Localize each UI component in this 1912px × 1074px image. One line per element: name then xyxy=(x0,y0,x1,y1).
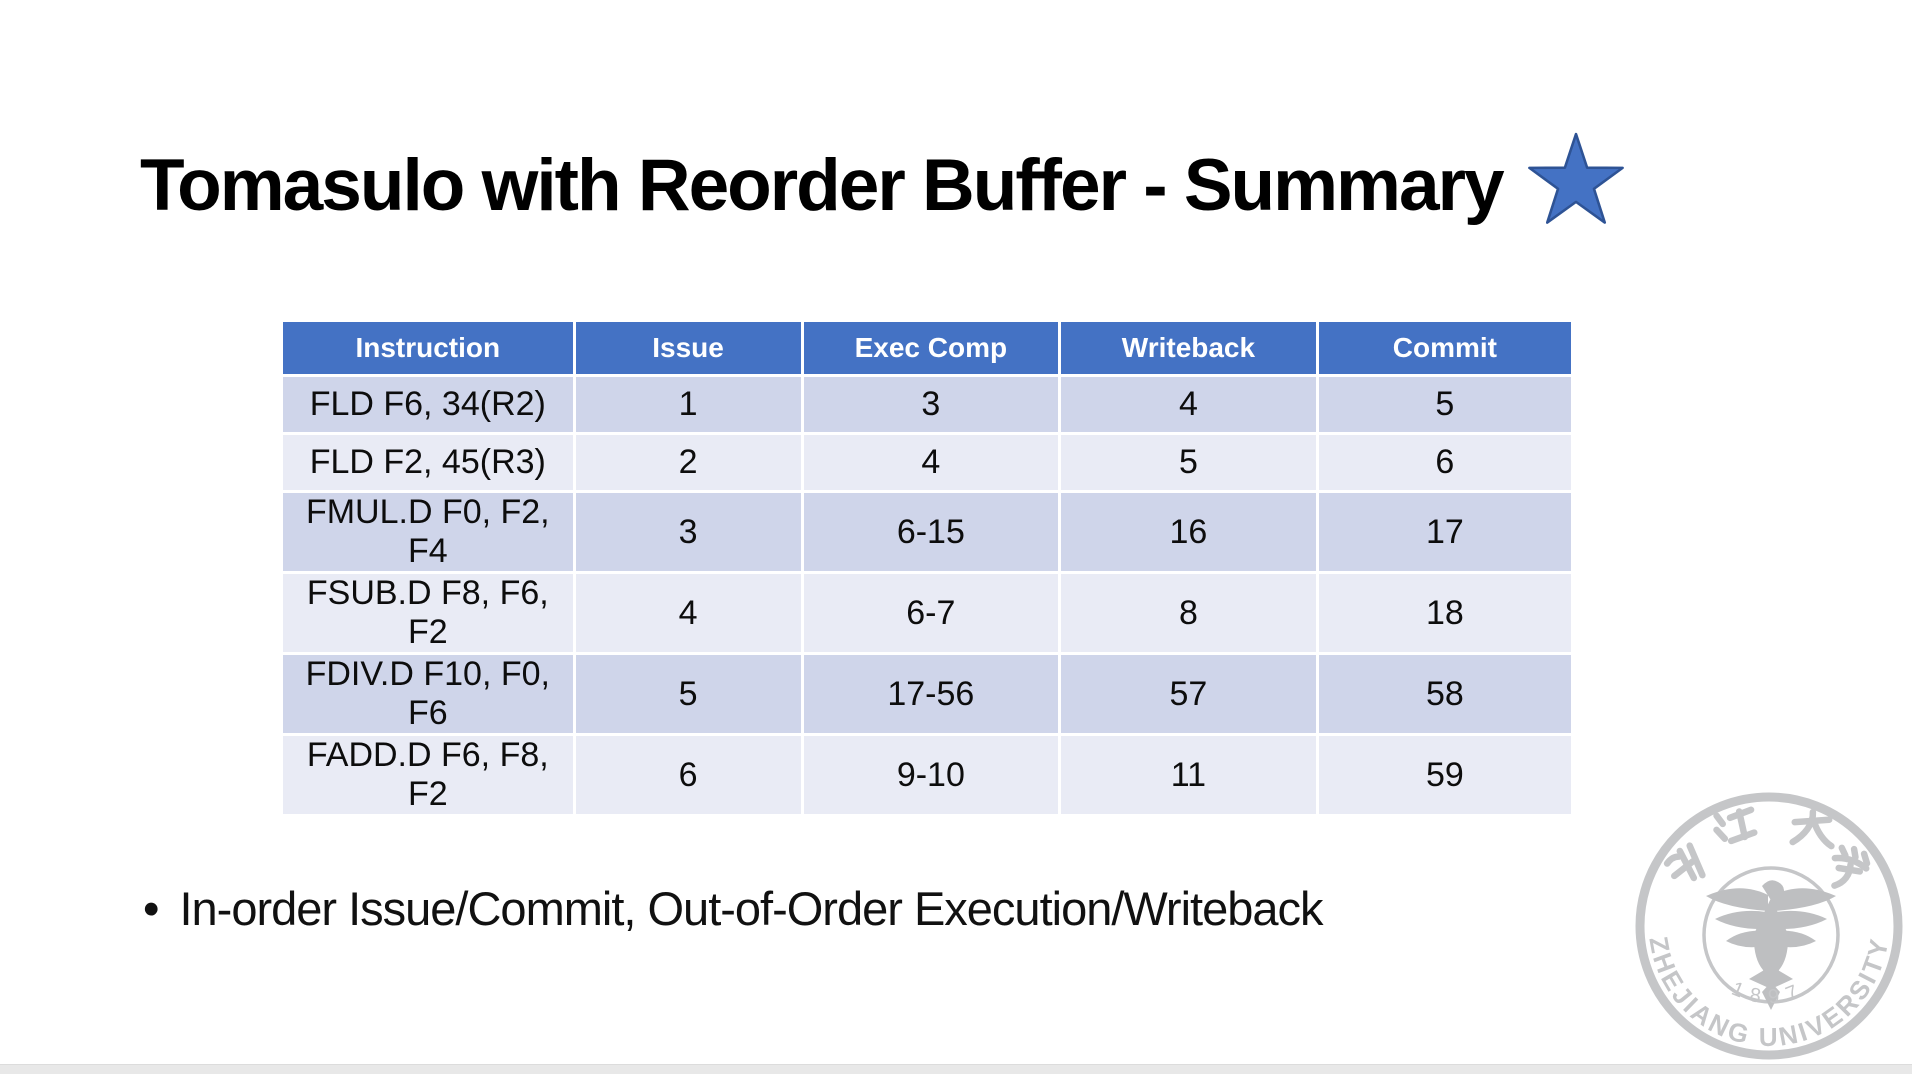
cell-writeback: 5 xyxy=(1058,432,1319,493)
bullet-marker: • xyxy=(143,882,160,935)
cell-instruction: FMUL.D F0, F2, F4 xyxy=(283,490,576,574)
cell-instruction: FLD F2, 45(R3) xyxy=(283,432,576,493)
cell-exec-comp: 4 xyxy=(800,432,1062,493)
summary-table-container: Instruction Issue Exec Comp Writeback Co… xyxy=(283,322,1571,814)
table-row: FADD.D F6, F8, F2 6 9-10 11 59 xyxy=(283,733,1571,814)
cell-instruction: FSUB.D F8, F6, F2 xyxy=(283,571,576,655)
cell-commit: 5 xyxy=(1315,374,1571,435)
cell-commit: 58 xyxy=(1315,652,1571,736)
cell-commit: 18 xyxy=(1315,571,1571,655)
cell-exec-comp: 6-7 xyxy=(800,571,1062,655)
cell-writeback: 57 xyxy=(1058,652,1319,736)
cell-issue: 5 xyxy=(572,652,804,736)
cell-commit: 6 xyxy=(1315,432,1571,493)
cell-writeback: 8 xyxy=(1058,571,1319,655)
title-row: Tomasulo with Reorder Buffer - Summary xyxy=(140,132,1627,234)
column-header-exec-comp: Exec Comp xyxy=(800,322,1062,377)
cell-instruction: FLD F6, 34(R2) xyxy=(283,374,576,435)
bullet-line: • In-order Issue/Commit, Out-of-Order Ex… xyxy=(143,882,1324,936)
cell-issue: 2 xyxy=(572,432,804,493)
eagle-icon xyxy=(1706,880,1836,1010)
cell-issue: 1 xyxy=(572,374,804,435)
cell-commit: 59 xyxy=(1315,733,1571,814)
cell-issue: 3 xyxy=(572,490,804,574)
footer-bar xyxy=(0,1064,1912,1074)
table-row: FDIV.D F10, F0, F6 5 17-56 57 58 xyxy=(283,652,1571,736)
cell-instruction: FDIV.D F10, F0, F6 xyxy=(283,652,576,736)
cell-exec-comp: 17-56 xyxy=(800,652,1062,736)
seal-calligraphy xyxy=(1663,806,1871,889)
column-header-commit: Commit xyxy=(1315,322,1571,377)
cell-exec-comp: 3 xyxy=(800,374,1062,435)
cell-commit: 17 xyxy=(1315,490,1571,574)
cell-instruction: FADD.D F6, F8, F2 xyxy=(283,733,576,814)
column-header-instruction: Instruction xyxy=(283,322,576,377)
table-row: FMUL.D F0, F2, F4 3 6-15 16 17 xyxy=(283,490,1571,574)
cell-issue: 4 xyxy=(572,571,804,655)
cell-exec-comp: 6-15 xyxy=(800,490,1062,574)
summary-table: Instruction Issue Exec Comp Writeback Co… xyxy=(283,322,1571,814)
table-row: FLD F6, 34(R2) 1 3 4 5 xyxy=(283,374,1571,435)
cell-exec-comp: 9-10 xyxy=(800,733,1062,814)
bullet-text: In-order Issue/Commit, Out-of-Order Exec… xyxy=(179,882,1323,935)
cell-issue: 6 xyxy=(572,733,804,814)
cell-writeback: 11 xyxy=(1058,733,1319,814)
page-title: Tomasulo with Reorder Buffer - Summary xyxy=(140,144,1505,226)
seal-outer-ring xyxy=(1635,792,1903,1060)
table-header-row: Instruction Issue Exec Comp Writeback Co… xyxy=(283,322,1571,377)
table-row: FLD F2, 45(R3) 2 4 5 6 xyxy=(283,432,1571,493)
star-icon xyxy=(1527,132,1624,224)
table-row: FSUB.D F8, F6, F2 4 6-7 8 18 xyxy=(283,571,1571,655)
cell-writeback: 16 xyxy=(1058,490,1319,574)
column-header-issue: Issue xyxy=(572,322,804,377)
university-seal-logo: 1897 ZHEJIANG UNIVERSITY xyxy=(1628,786,1912,1070)
column-header-writeback: Writeback xyxy=(1058,322,1319,377)
cell-writeback: 4 xyxy=(1058,374,1319,435)
